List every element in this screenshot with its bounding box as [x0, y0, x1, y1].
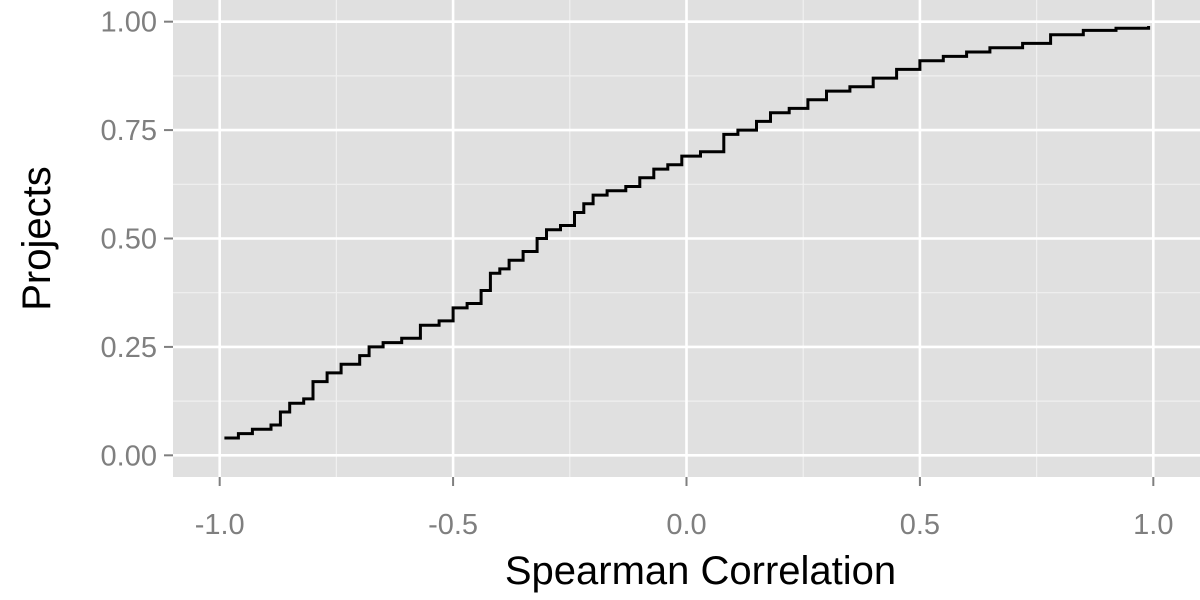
- x-axis-title: Spearman Correlation: [505, 549, 896, 593]
- x-axis: -1.0 -0.5 0.0 0.5 1.0: [195, 477, 1173, 541]
- y-tick-label: 0.75: [101, 115, 157, 147]
- x-tick-label: -0.5: [428, 509, 478, 541]
- y-tick-label: 0.25: [101, 332, 157, 364]
- y-tick-label: 0.50: [101, 224, 157, 256]
- major-gridlines: [173, 0, 1200, 477]
- y-tick-label: 0.00: [101, 440, 157, 472]
- y-axis: 0.00 0.25 0.50 0.75 1.00: [101, 7, 173, 472]
- x-tick-label: 1.0: [1133, 509, 1173, 541]
- series-line: [224, 26, 1151, 440]
- x-tick-label: 0.5: [900, 509, 940, 541]
- y-tick-label: 1.00: [101, 7, 157, 39]
- y-axis-title: Projects: [15, 166, 59, 311]
- x-tick-label: -1.0: [195, 509, 245, 541]
- x-tick-label: 0.0: [666, 509, 706, 541]
